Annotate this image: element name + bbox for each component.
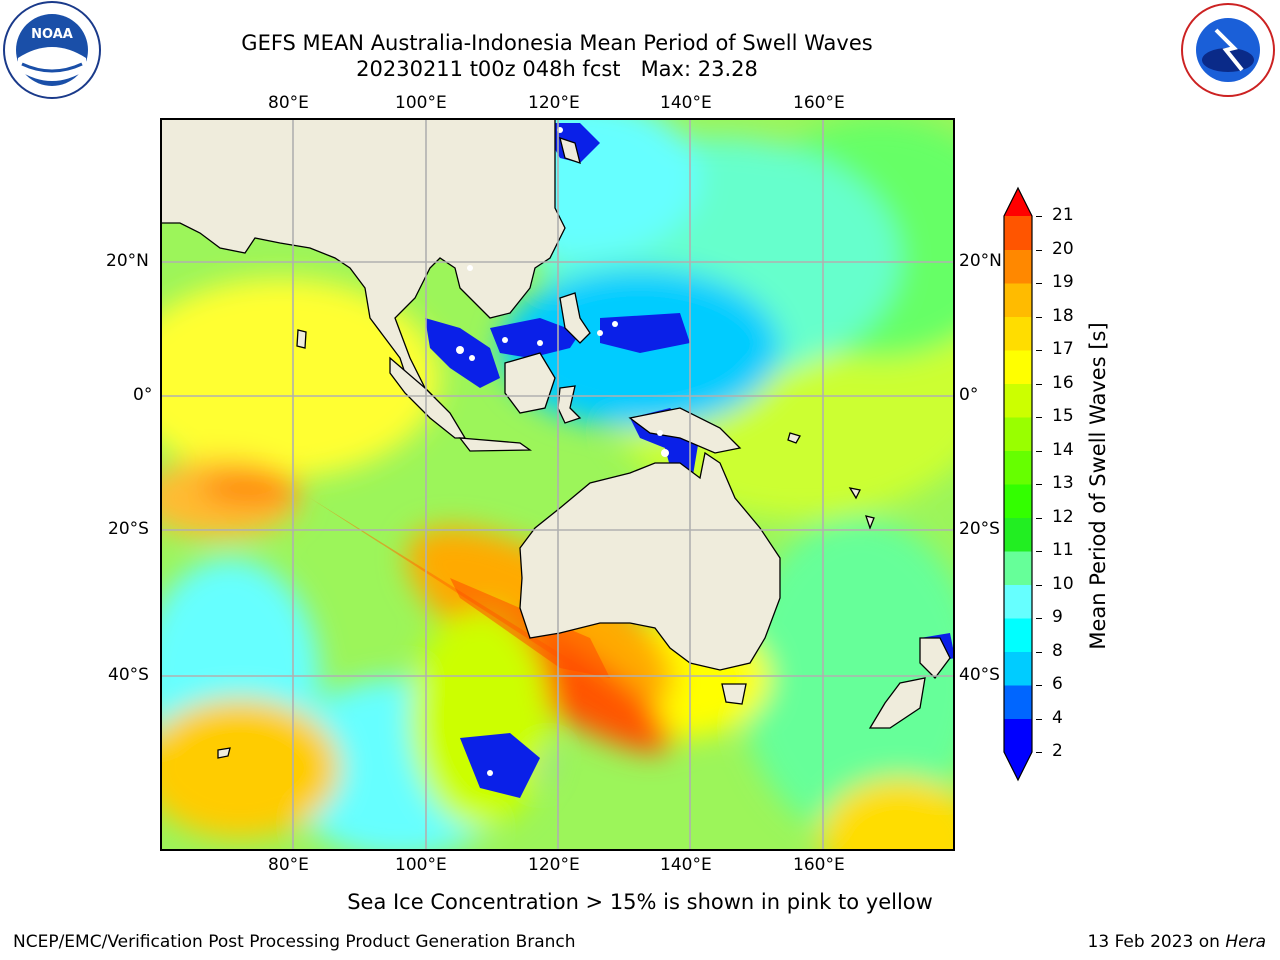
noaa-logo-text: NOAA <box>31 27 73 42</box>
colorbar-segment <box>1004 216 1032 250</box>
colorbar-segment <box>1004 651 1032 686</box>
colorbar-segment <box>1004 450 1032 485</box>
map-subtitle: 20230211 t00z 048h fcst Max: 23.28 <box>356 57 758 81</box>
colorbar-tick-mark <box>1036 718 1042 720</box>
colorbar-segment <box>1004 551 1032 585</box>
lon-tick-top-120e: 120°E <box>528 93 580 113</box>
lat-tick-left-20s: 20°S <box>108 519 149 539</box>
colorbar-tick-mark <box>1036 618 1042 619</box>
colorbar-tick-mark <box>1036 417 1042 418</box>
lon-tick-bottom-80e: 80°E <box>268 855 309 875</box>
lon-tick-top-140e: 140°E <box>660 93 712 113</box>
colorbar-tick-mark <box>1036 651 1042 653</box>
lat-tick-right-0: 0° <box>959 385 979 405</box>
graticule <box>160 118 955 851</box>
colorbar-segment <box>1004 484 1032 518</box>
colorbar-under-triangle <box>1004 752 1032 780</box>
colorbar-tick-label: 15 <box>1052 406 1074 426</box>
lat-tick-right-20s: 20°S <box>959 519 1000 539</box>
colorbar-tick-label: 12 <box>1052 506 1074 527</box>
lon-tick-top-160e: 160°E <box>793 93 845 113</box>
colorbar-tick-mark <box>1036 517 1042 519</box>
colorbar-segment <box>1004 517 1032 552</box>
colorbar-tick-mark <box>1036 283 1042 284</box>
colorbar-segment <box>1004 685 1032 719</box>
sea-ice-note: Sea Ice Concentration > 15% is shown in … <box>347 890 933 914</box>
colorbar-tick-label: 10 <box>1052 573 1074 594</box>
colorbar-segment <box>1004 316 1032 351</box>
colorbar-tick-label: 20 <box>1052 238 1074 259</box>
colorbar-tick-label: 4 <box>1052 707 1063 728</box>
colorbar-segment <box>1004 283 1032 317</box>
colorbar-tick-mark <box>1036 316 1042 318</box>
lon-tick-top-80e: 80°E <box>268 93 309 113</box>
lon-tick-bottom-160e: 160°E <box>793 855 845 875</box>
colorbar-tick-mark <box>1036 685 1042 686</box>
noaa-logo: NOAA <box>0 0 104 104</box>
colorbar-tick-label: 16 <box>1052 372 1074 393</box>
lat-tick-left-20n: 20°N <box>106 251 149 271</box>
colorbar-tick-label: 13 <box>1052 473 1074 493</box>
colorbar-segment <box>1004 618 1032 652</box>
lat-tick-right-40s: 40°S <box>959 665 1000 685</box>
colorbar-tick-mark <box>1036 383 1042 385</box>
colorbar-segment <box>1004 417 1032 451</box>
colorbar-tick-mark <box>1036 249 1042 251</box>
colorbar-tick-label: 6 <box>1052 674 1063 694</box>
nws-logo <box>1176 0 1280 100</box>
colorbar-tick-label: 19 <box>1052 272 1074 292</box>
colorbar-tick-label: 21 <box>1052 205 1074 225</box>
colorbar-tick-mark <box>1036 752 1042 753</box>
map-title: GEFS MEAN Australia-Indonesia Mean Perio… <box>241 31 873 55</box>
colorbar-tick-mark <box>1036 484 1042 485</box>
colorbar-segment <box>1004 350 1032 384</box>
lon-tick-bottom-120e: 120°E <box>528 855 580 875</box>
colorbar-tick-mark <box>1036 350 1042 351</box>
colorbar-tick-mark <box>1036 216 1042 217</box>
map-svg <box>120 98 1020 898</box>
footer-machine: Hera <box>1225 932 1266 952</box>
footer-date-text: 13 Feb 2023 on <box>1087 932 1226 952</box>
colorbar-tick-label: 11 <box>1052 540 1074 560</box>
lat-tick-right-20n: 20°N <box>959 251 1002 271</box>
colorbar-tick-label: 2 <box>1052 741 1063 761</box>
colorbar-label-text: Mean Period of Swell Waves [s] <box>1086 322 1110 650</box>
footer-branch: NCEP/EMC/Verification Post Processing Pr… <box>13 932 576 952</box>
colorbar-outline <box>1003 186 1033 782</box>
colorbar-tick-mark <box>1036 551 1042 552</box>
footer-date: 13 Feb 2023 on Hera <box>1088 932 1266 952</box>
lon-tick-bottom-140e: 140°E <box>660 855 712 875</box>
lon-tick-top-100e: 100°E <box>395 93 447 113</box>
colorbar-tick-label: 18 <box>1052 305 1074 326</box>
colorbar-segment <box>1004 249 1032 284</box>
colorbar-over-triangle <box>1004 188 1032 216</box>
colorbar-tick-label: 14 <box>1052 439 1074 460</box>
lat-tick-left-0: 0° <box>133 385 153 405</box>
colorbar-ticks: 21 20 19 18 17 16 15 14 13 12 11 10 9 8 6 4 2 <box>1036 205 1090 761</box>
lon-tick-bottom-100e: 100°E <box>395 855 447 875</box>
colorbar-tick-label: 8 <box>1052 640 1063 661</box>
colorbar-tick-mark <box>1036 584 1042 586</box>
colorbar-tick-label: 9 <box>1052 607 1063 627</box>
lat-tick-left-40s: 40°S <box>108 665 149 685</box>
colorbar-tick-label: 17 <box>1052 339 1074 359</box>
colorbar-segment <box>1004 718 1032 753</box>
colorbar-segment <box>1004 584 1032 619</box>
colorbar <box>1000 186 1036 782</box>
map-panel <box>120 98 1020 898</box>
land-masses <box>159 117 951 759</box>
colorbar-tick-mark <box>1036 450 1042 452</box>
colorbar-segment <box>1004 383 1032 418</box>
